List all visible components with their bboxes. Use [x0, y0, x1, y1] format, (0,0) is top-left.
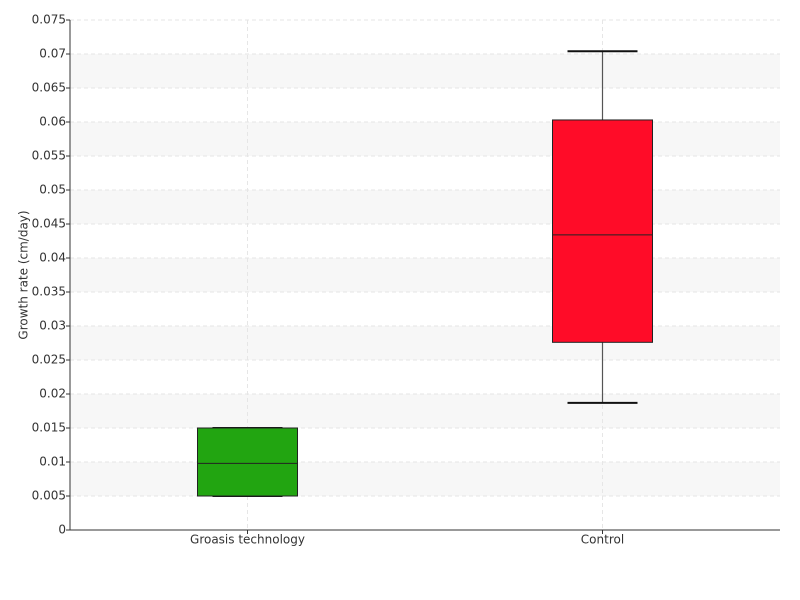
y-tick-label: 0.005 [32, 489, 66, 503]
y-tick-label: 0 [58, 523, 66, 537]
x-tick-label: Control [581, 533, 624, 547]
grid-band [70, 122, 780, 156]
grid-band [70, 190, 780, 224]
y-tick-label: 0.015 [32, 421, 66, 435]
y-tick-label: 0.05 [39, 183, 66, 197]
grid-band [70, 54, 780, 88]
y-tick-label: 0.045 [32, 217, 66, 231]
y-tick-label: 0.075 [32, 13, 66, 27]
y-tick-label: 0.07 [39, 47, 66, 61]
grid-band [70, 462, 780, 496]
y-axis-label: Growth rate (cm/day) [17, 210, 31, 339]
y-tick-label: 0.025 [32, 353, 66, 367]
y-tick-label: 0.06 [39, 115, 66, 129]
x-tick-label: Groasis technology [190, 533, 305, 547]
box [552, 119, 653, 343]
y-tick-label: 0.03 [39, 319, 66, 333]
grid-band [70, 258, 780, 292]
grid-band [70, 394, 780, 428]
grid-band [70, 326, 780, 360]
y-tick-label: 0.065 [32, 81, 66, 95]
y-tick-label: 0.04 [39, 251, 66, 265]
y-tick-label: 0.035 [32, 285, 66, 299]
box [197, 427, 298, 497]
y-tick-label: 0.02 [39, 387, 66, 401]
y-tick-label: 0.01 [39, 455, 66, 469]
y-tick-label: 0.055 [32, 149, 66, 163]
